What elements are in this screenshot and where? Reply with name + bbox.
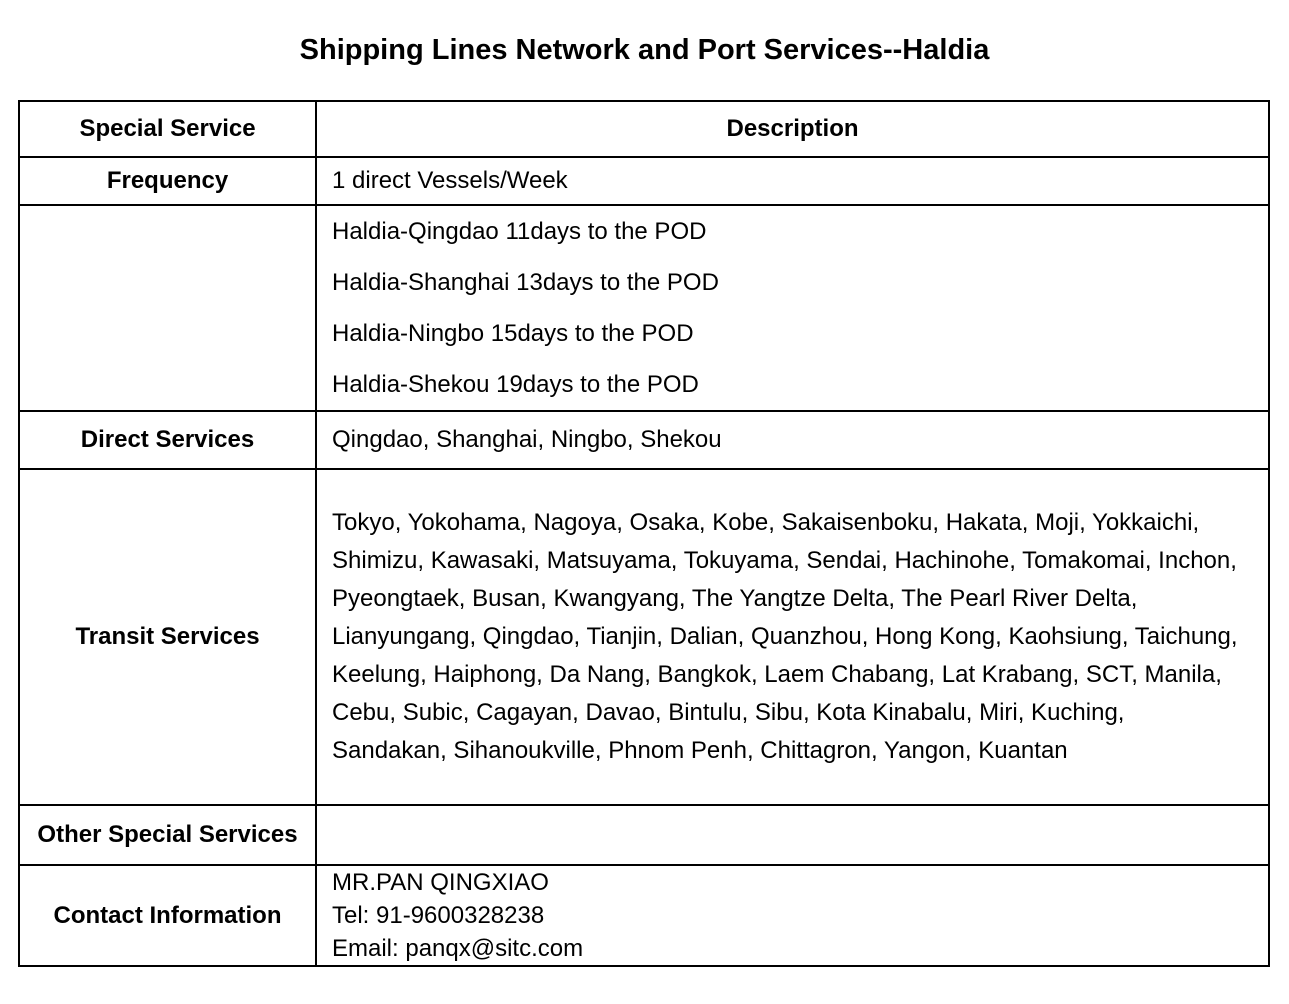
table-row-frequency: Frequency 1 direct Vessels/Week [18, 156, 1270, 206]
contact-name: MR.PAN QINGXIAO [332, 869, 549, 896]
services-table: Special Service Description Frequency 1 … [18, 100, 1270, 967]
row-label-other-special-services: Other Special Services [18, 804, 317, 866]
table-row-transit-times: Haldia-Qingdao 11days to the POD Haldia-… [18, 204, 1270, 412]
transit-time-line: Haldia-Shekou 19days to the POD [332, 371, 699, 398]
row-label-transit-times-empty [18, 204, 317, 412]
row-label-contact-information: Contact Information [18, 864, 317, 967]
transit-services-value: Tokyo, Yokohama, Nagoya, Osaka, Kobe, Sa… [332, 509, 1238, 764]
other-special-services-value [315, 804, 1270, 866]
transit-time-line: Haldia-Shanghai 13days to the POD [332, 269, 719, 296]
table-header-row: Special Service Description [18, 100, 1270, 158]
table-row-transit-services: Transit Services Tokyo, Yokohama, Nagoya… [18, 468, 1270, 806]
contact-information-cell: MR.PAN QINGXIAO Tel: 91-9600328238 Email… [315, 864, 1270, 967]
column-header-special-service: Special Service [18, 100, 317, 158]
table-row-direct-services: Direct Services Qingdao, Shanghai, Ningb… [18, 410, 1270, 470]
direct-services-value: Qingdao, Shanghai, Ningbo, Shekou [315, 410, 1270, 470]
column-header-description: Description [315, 100, 1270, 158]
row-label-direct-services: Direct Services [18, 410, 317, 470]
transit-time-line: Haldia-Ningbo 15days to the POD [332, 320, 694, 347]
page-title: Shipping Lines Network and Port Services… [299, 34, 990, 66]
transit-time-line: Haldia-Qingdao 11days to the POD [332, 218, 707, 245]
contact-phone: Tel: 91-9600328238 [332, 902, 545, 929]
table-row-other-special-services: Other Special Services [18, 804, 1270, 866]
transit-times-cell: Haldia-Qingdao 11days to the POD Haldia-… [315, 204, 1270, 412]
table-row-contact-information: Contact Information MR.PAN QINGXIAO Tel:… [18, 864, 1270, 967]
row-label-transit-services: Transit Services [18, 468, 317, 806]
transit-services-cell: Tokyo, Yokohama, Nagoya, Osaka, Kobe, Sa… [315, 468, 1270, 806]
row-label-frequency: Frequency [18, 156, 317, 206]
frequency-value: 1 direct Vessels/Week [315, 156, 1270, 206]
contact-email: Email: panqx@sitc.com [332, 935, 584, 962]
